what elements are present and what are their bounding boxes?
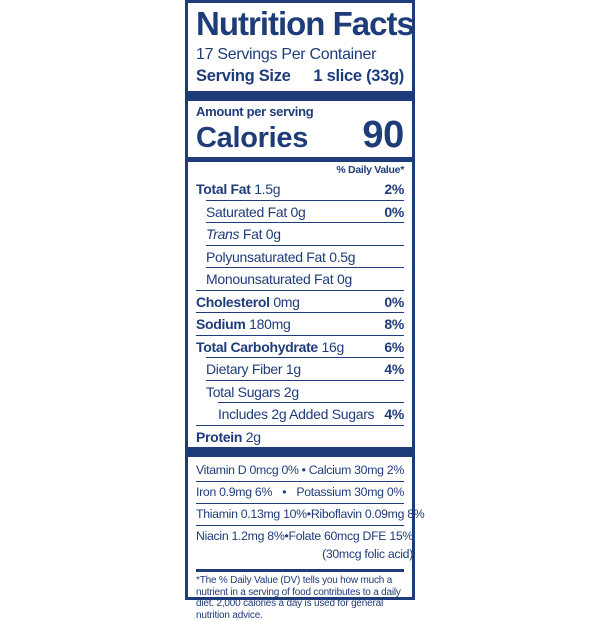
nutrient-name: Dietary Fiber — [206, 361, 283, 377]
nutrient-amount: 0g — [290, 203, 306, 220]
vitamin-right: Riboflavin 0.09mg 8% — [311, 504, 425, 525]
nutrient-name: Cholesterol — [196, 293, 270, 310]
nutrient-name: Fat — [242, 226, 263, 242]
nutrient-left: Saturated Fat 0g — [206, 201, 306, 223]
nutrient-name-italic: Trans — [206, 226, 240, 242]
nutrient-left: Dietary Fiber 1g — [206, 358, 301, 380]
nutrient-amount: 2g — [245, 428, 261, 445]
nutrient-name: Protein — [196, 428, 243, 445]
calories-label: Calories — [196, 122, 309, 154]
nutrient-amount: 0g — [265, 226, 281, 242]
nutrient-amount: 16g — [321, 338, 345, 355]
nutrient-dv: 0% — [384, 293, 404, 310]
nutrient-amount: 2g — [283, 383, 299, 400]
vitamin: Iron 0.9mg 6% — [196, 485, 273, 499]
serving-size-value: 1 slice (33g) — [313, 67, 404, 85]
nutrition-label: Nutrition Facts 17 Servings Per Containe… — [185, 0, 425, 621]
nutrient-left: Polyunsaturated Fat 0.5g — [206, 246, 356, 268]
vitamin-note: (30mcg folic acid) — [322, 547, 414, 561]
nutrient-name: Total Carbohydrate — [196, 338, 318, 355]
nutrient-left: Cholesterol 0mg — [196, 291, 300, 313]
nutrient-dv: 8% — [384, 316, 404, 332]
nutrient-left: Monounsaturated Fat 0g — [206, 268, 352, 290]
nutrient-amount: 0mg — [273, 293, 300, 310]
vitamin: Vitamin D 0mcg 0% — [196, 463, 299, 477]
divider — [188, 91, 412, 101]
nutrient-left: Total Sugars 2g — [206, 381, 299, 403]
vitamin-rows: Vitamin D 0mcg 0% • Calcium 30mg 2% Iron 0.… — [196, 460, 425, 561]
nutrient-left: Protein 2g — [196, 426, 261, 448]
vitamin-separator: • — [282, 485, 287, 499]
nutrient-row: Trans Fat 0g — [206, 222, 404, 245]
nutrient-left: Total Carbohydrate 16g — [196, 336, 344, 358]
vitamin: Niacin 1.2mg 8% — [196, 529, 285, 543]
vitamin-right: Calcium 30mg 2% — [308, 460, 405, 481]
nutrient-row: Polyunsaturated Fat 0.5g — [206, 244, 404, 268]
nutrient-amount: 180mg — [249, 316, 291, 332]
nutrient-dv: 4% — [384, 361, 404, 377]
vitamin-row: Vitamin D 0mcg 0% • Calcium 30mg 2% — [196, 460, 404, 481]
nutrient-name: Includes 2g Added Sugars — [218, 406, 375, 422]
nutrient-amount: 0.5g — [329, 248, 356, 265]
page: Nutrition Facts 17 Servings Per Containe… — [185, 0, 425, 621]
nutrient-left: Sodium 180mg — [196, 313, 291, 335]
nutrient-left: Trans Fat 0g — [206, 223, 281, 245]
nutrient-rows: Total Fat 1.5g 2% Saturated Fat 0g 0% Trans … — [196, 178, 404, 447]
nutrient-name: Total Fat — [196, 181, 251, 197]
nutrient-dv: 2% — [384, 181, 404, 197]
nutrient-name: Monounsaturated Fat — [206, 271, 334, 287]
vitamin: Thiamin 0.13mg 10% — [196, 507, 307, 521]
dv-header: % Daily Value* — [336, 164, 404, 176]
nutrient-dv: 4% — [384, 406, 404, 422]
divider — [188, 447, 412, 457]
nutrient-left: Includes 2g Added Sugars — [218, 403, 375, 425]
calories: Calories 90 — [196, 114, 404, 156]
footnote: *The % Daily Value (DV) tells you how mu… — [196, 569, 404, 621]
nutrient-name: Saturated Fat — [206, 203, 287, 220]
vitamin-separator: • — [306, 507, 311, 521]
calories-value: 90 — [362, 114, 404, 156]
nutrient-amount: 1g — [285, 361, 301, 377]
serving-size-label: Serving Size — [196, 67, 291, 85]
vitamin-row: Iron 0.9mg 6% • Potassium 30mg 0% — [196, 481, 404, 503]
servings: 17 Servings Per Container — [196, 46, 377, 63]
nutrient-row: Sodium 180mg 8% — [196, 312, 404, 335]
vitamin-separator: • — [284, 529, 289, 543]
nutrient-name: Total Sugars — [206, 383, 281, 400]
vitamin: Potassium 30mg 0% — [296, 485, 404, 499]
nutrient-row: Total Fat 1.5g 2% — [196, 178, 404, 200]
vitamin-separator: • — [301, 463, 306, 477]
amount-label: Amount per serving — [196, 104, 314, 119]
nutrient-name: Sodium — [196, 316, 246, 332]
nutrient-left: Total Fat 1.5g — [196, 178, 281, 200]
vitamin-right: Potassium 30mg 0% — [296, 482, 404, 503]
vitamin-row: Niacin 1.2mg 8% • Folate 60mcg DFE 15% (30m… — [196, 525, 413, 561]
nutrient-amount: 1.5g — [254, 181, 281, 197]
title: Nutrition Facts — [196, 5, 415, 42]
vitamin: Folate 60mcg DFE 15% — [288, 529, 414, 543]
nutrient-row: Dietary Fiber 1g 4% — [206, 357, 404, 380]
nutrient-name: Polyunsaturated Fat — [206, 248, 326, 265]
nutrient-dv: 6% — [384, 338, 404, 355]
vitamin: Riboflavin 0.09mg 8% — [310, 507, 425, 521]
vitamin-row: Thiamin 0.13mg 10% • Riboflavin 0.09mg 8% — [196, 503, 425, 525]
divider — [188, 157, 412, 162]
vitamin-right: Folate 60mcg DFE 15% (30mcg folic acid) — [288, 526, 413, 561]
nutrient-dv: 0% — [384, 203, 404, 220]
nutrient-row: Includes 2g Added Sugars 4% — [218, 402, 404, 425]
nutrient-row: Monounsaturated Fat 0g — [206, 267, 404, 290]
vitamin: Calcium 30mg 2% — [308, 463, 405, 477]
nutrient-row: Saturated Fat 0g 0% — [206, 199, 404, 223]
nutrient-row: Cholesterol 0mg 0% — [196, 289, 404, 313]
nutrient-row: Protein 2g — [196, 424, 404, 448]
nutrient-row: Total Carbohydrate 16g 6% — [196, 334, 404, 358]
nutrient-amount: 0g — [336, 271, 352, 287]
nutrient-row: Total Sugars 2g — [206, 379, 404, 403]
serving-size: Serving Size 1 slice (33g) — [196, 65, 404, 87]
